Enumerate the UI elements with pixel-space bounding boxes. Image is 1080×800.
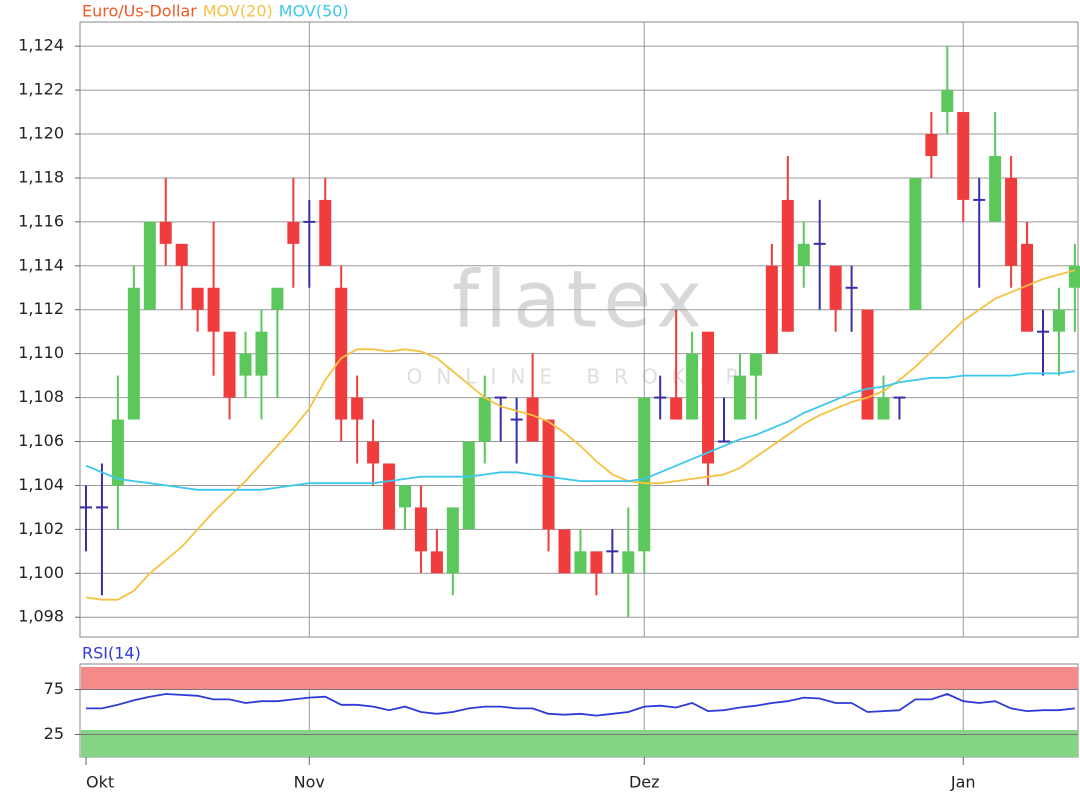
candle-body (638, 397, 651, 552)
candle-body (143, 221, 156, 310)
candle-body (909, 177, 922, 310)
y-tick-label: 1,110 (18, 343, 64, 362)
candle-body (733, 375, 746, 420)
candle-body (542, 419, 555, 530)
candle-body (749, 353, 762, 376)
legend-entry: MOV(50) (279, 2, 349, 21)
candle-body (287, 221, 300, 244)
y-tick-label: 1,104 (18, 475, 64, 494)
candle-body (590, 551, 603, 574)
candle-body (414, 507, 427, 552)
candle-body (670, 397, 683, 420)
candle-body (462, 441, 475, 530)
candle-body (686, 353, 699, 420)
candle-body (574, 551, 587, 574)
candle-body (526, 397, 539, 442)
candle-body (1068, 265, 1080, 288)
candle-body (271, 287, 284, 310)
candle-body (446, 507, 459, 574)
y-tick-label: 75 (44, 679, 64, 698)
y-tick-label: 1,114 (18, 255, 64, 274)
candle-body (207, 287, 220, 332)
y-tick-label: 1,122 (18, 80, 64, 99)
x-tick-label: Nov (294, 773, 325, 792)
y-tick-label: 1,120 (18, 124, 64, 143)
candle-body (1005, 177, 1018, 266)
candle-body (319, 199, 332, 266)
candle-body (399, 485, 411, 508)
x-tick-label: Dez (629, 773, 660, 792)
candle-body (558, 529, 571, 574)
moving-average (85, 269, 1076, 601)
candle-body (829, 265, 842, 310)
candle-body (351, 397, 364, 420)
y-tick-label: 1,112 (18, 299, 64, 318)
candle-body (367, 441, 380, 464)
candle-body (159, 221, 172, 244)
candle-body (989, 155, 1002, 222)
rsi-band (81, 667, 1078, 690)
candle-body (175, 243, 188, 266)
x-tick-label: Jan (950, 773, 976, 792)
candle-body (255, 331, 268, 376)
candle-body (765, 265, 778, 354)
y-tick-label: 1,106 (18, 431, 64, 450)
candle-body (430, 551, 443, 574)
legend-entry: Euro/Us-Dollar (82, 2, 197, 21)
candle-body (223, 331, 236, 398)
candle-body (957, 112, 970, 200)
y-tick-label: 1,124 (18, 36, 64, 55)
panel-title: RSI(14) (82, 644, 141, 663)
y-tick-label: 1,098 (18, 607, 64, 626)
y-tick-label: 1,102 (18, 519, 64, 538)
candle-body (1052, 309, 1065, 332)
candle-body (239, 353, 252, 376)
y-tick-label: 1,100 (18, 563, 64, 582)
watermark-brand: flatex (452, 255, 708, 345)
candle-body (191, 287, 204, 310)
candle-body (781, 199, 794, 332)
candle-body (861, 309, 874, 420)
candle-body (941, 90, 954, 113)
y-tick-label: 1,108 (18, 387, 64, 406)
y-tick-label: 25 (44, 724, 64, 743)
candle-body (478, 397, 491, 442)
candle-body (335, 287, 348, 420)
x-tick-label: Okt (86, 773, 114, 792)
rsi-line (86, 693, 1076, 717)
candle-body (383, 463, 396, 530)
candle-body (702, 331, 715, 464)
moving-average (85, 370, 1076, 491)
watermark: flatex ONLINE BROKER (407, 255, 754, 389)
candle-body (111, 419, 124, 486)
y-tick-label: 1,118 (18, 167, 64, 186)
candle-body (877, 397, 890, 420)
y-tick-label: 1,116 (18, 211, 64, 230)
legend-entry: MOV(20) (203, 2, 273, 21)
candle-body (127, 287, 140, 420)
price-plot (79, 21, 1079, 638)
candle-body (1021, 243, 1034, 332)
watermark-tagline: ONLINE BROKER (407, 365, 754, 389)
candle-body (925, 134, 938, 156)
candle-body (797, 243, 810, 266)
candle-body (622, 551, 635, 574)
